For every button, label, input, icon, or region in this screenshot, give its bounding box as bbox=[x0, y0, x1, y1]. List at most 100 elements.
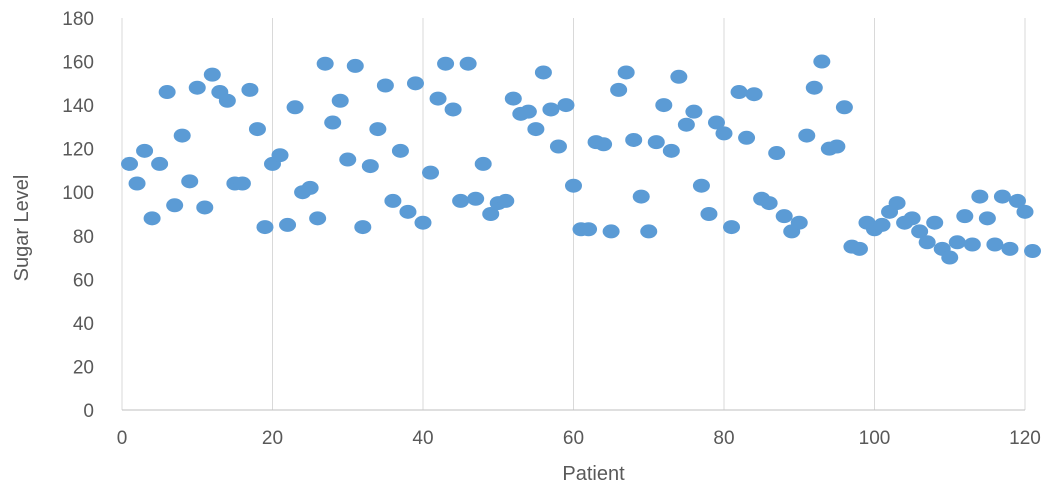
y-tick-label: 180 bbox=[62, 9, 94, 30]
data-point bbox=[376, 78, 394, 93]
data-point bbox=[166, 198, 184, 213]
x-axis-title: Patient bbox=[562, 463, 625, 485]
data-point bbox=[655, 98, 673, 113]
data-point bbox=[422, 165, 440, 180]
x-tick-label: 20 bbox=[262, 428, 283, 449]
data-point bbox=[926, 215, 944, 230]
y-tick-label: 120 bbox=[62, 140, 94, 161]
data-point bbox=[301, 180, 319, 195]
data-point bbox=[745, 87, 763, 102]
data-point bbox=[730, 85, 748, 100]
data-point bbox=[429, 91, 447, 106]
data-point bbox=[151, 156, 169, 171]
data-point bbox=[911, 224, 929, 239]
data-point bbox=[369, 122, 387, 137]
x-tick-label: 80 bbox=[713, 428, 734, 449]
data-point bbox=[136, 143, 154, 158]
data-point bbox=[700, 207, 718, 221]
data-point bbox=[993, 189, 1011, 204]
data-point bbox=[452, 193, 470, 208]
data-point bbox=[248, 122, 266, 137]
data-point bbox=[414, 215, 432, 230]
data-point bbox=[444, 102, 462, 117]
data-point bbox=[1024, 244, 1042, 259]
data-point bbox=[640, 224, 658, 239]
data-point bbox=[233, 176, 251, 191]
data-point bbox=[534, 65, 552, 80]
data-point bbox=[399, 204, 417, 219]
data-point bbox=[549, 139, 567, 154]
data-point bbox=[1008, 193, 1026, 208]
data-point bbox=[798, 128, 816, 143]
data-point bbox=[173, 128, 191, 143]
x-tick-label: 100 bbox=[859, 428, 891, 449]
data-point bbox=[677, 117, 695, 132]
data-point bbox=[286, 100, 304, 115]
data-point bbox=[918, 235, 936, 250]
data-point bbox=[354, 220, 372, 235]
data-point bbox=[662, 143, 680, 158]
data-point bbox=[121, 156, 139, 171]
data-point bbox=[835, 100, 853, 115]
data-point bbox=[128, 176, 146, 191]
data-point bbox=[978, 211, 996, 226]
data-point bbox=[873, 217, 891, 232]
data-point bbox=[715, 126, 733, 141]
data-point bbox=[361, 159, 379, 174]
data-point bbox=[459, 56, 477, 71]
y-tick-label: 160 bbox=[62, 53, 94, 74]
data-point bbox=[241, 82, 259, 97]
data-point bbox=[813, 54, 831, 69]
y-tick-label: 40 bbox=[73, 314, 94, 335]
y-tick-label: 20 bbox=[73, 357, 94, 378]
data-point bbox=[316, 56, 334, 71]
data-point bbox=[888, 196, 906, 211]
data-point bbox=[181, 174, 199, 189]
data-point bbox=[203, 67, 221, 82]
data-point bbox=[437, 56, 455, 71]
data-point bbox=[519, 104, 537, 119]
y-tick-label: 140 bbox=[62, 96, 94, 117]
data-point bbox=[482, 207, 500, 221]
data-point bbox=[617, 65, 635, 80]
data-points bbox=[121, 54, 1042, 265]
data-point bbox=[406, 76, 424, 91]
data-point bbox=[647, 135, 665, 150]
data-point bbox=[218, 93, 236, 108]
data-point bbox=[828, 139, 846, 154]
data-point bbox=[188, 80, 206, 95]
data-point bbox=[580, 222, 598, 237]
data-point bbox=[790, 215, 808, 230]
data-point bbox=[632, 189, 650, 204]
data-point bbox=[331, 93, 349, 108]
x-tick-label: 120 bbox=[1009, 428, 1041, 449]
data-point bbox=[527, 122, 545, 137]
data-point bbox=[474, 156, 492, 171]
data-point bbox=[143, 211, 161, 226]
data-point bbox=[542, 102, 560, 117]
data-point bbox=[339, 152, 357, 167]
data-point bbox=[941, 250, 959, 265]
data-point bbox=[391, 143, 409, 158]
data-point bbox=[768, 146, 786, 161]
x-tick-label: 0 bbox=[117, 428, 128, 449]
x-tick-label: 60 bbox=[563, 428, 584, 449]
data-point bbox=[158, 85, 176, 100]
y-tick-label: 100 bbox=[62, 183, 94, 204]
data-point bbox=[685, 104, 703, 119]
data-point bbox=[986, 237, 1004, 252]
data-point bbox=[738, 130, 756, 145]
data-point bbox=[557, 98, 575, 113]
data-point bbox=[497, 193, 515, 208]
data-point bbox=[271, 148, 289, 163]
x-tick-label: 40 bbox=[412, 428, 433, 449]
y-tick-label: 80 bbox=[73, 227, 94, 248]
y-tick-label: 60 bbox=[73, 270, 94, 291]
data-point bbox=[850, 241, 868, 256]
data-point bbox=[956, 209, 974, 224]
data-point bbox=[279, 217, 297, 232]
data-point bbox=[723, 220, 741, 235]
data-point bbox=[775, 209, 793, 224]
